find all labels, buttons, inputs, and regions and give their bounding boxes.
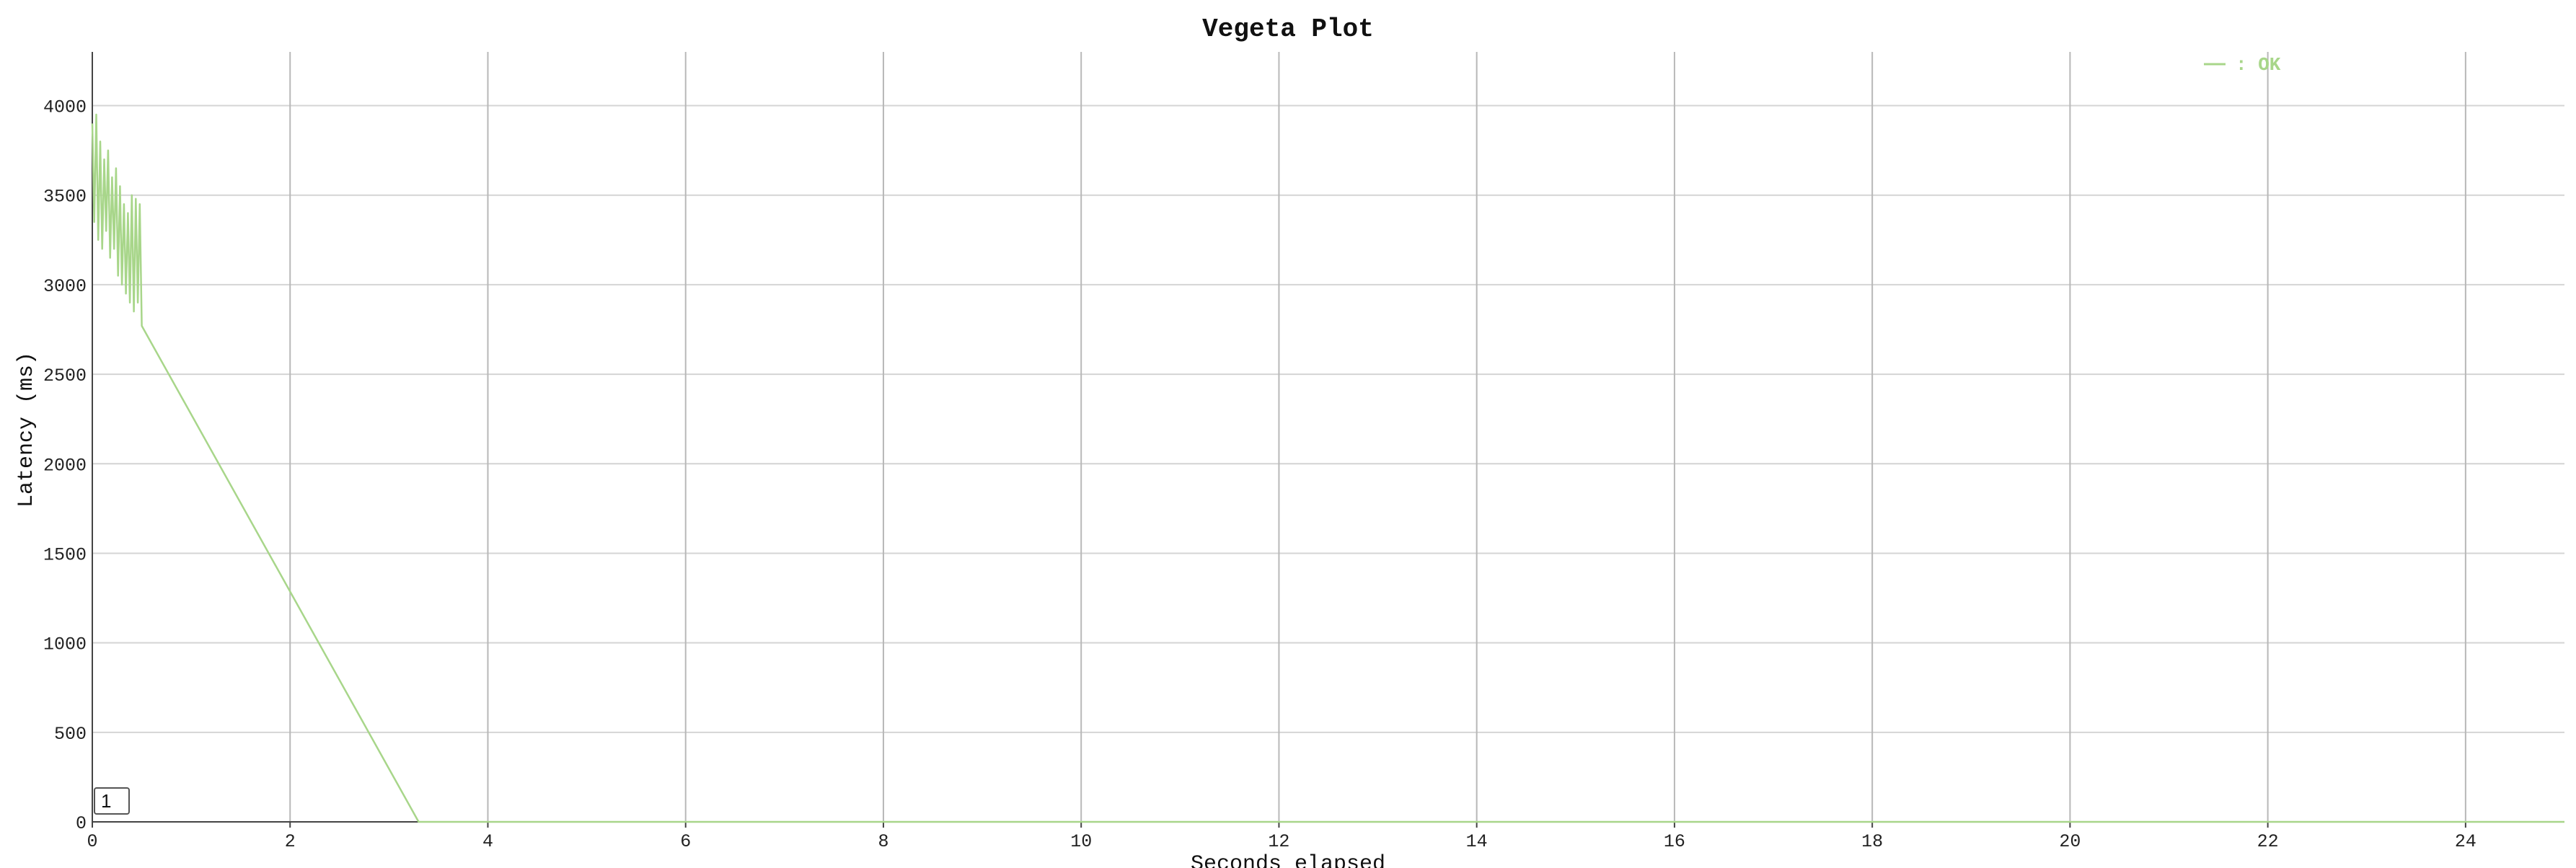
- chart-title: Vegeta Plot: [1202, 14, 1374, 44]
- x-tick-label: 14: [1466, 831, 1488, 852]
- grid: [92, 52, 2564, 822]
- x-axis-label: Seconds elapsed: [1191, 852, 1385, 868]
- x-tick-label: 10: [1070, 831, 1092, 852]
- x-tick-label: 20: [2059, 831, 2081, 852]
- x-tick-label: 16: [1664, 831, 1685, 852]
- series-line-ok: [91, 113, 2564, 823]
- y-tick-label: 1500: [43, 544, 87, 565]
- x-tick-label: 18: [1861, 831, 1883, 852]
- y-tick-label: 0: [76, 813, 87, 834]
- y-tick-label: 1000: [43, 634, 87, 655]
- x-tick-label: 22: [2257, 831, 2279, 852]
- y-axis-label: Latency (ms): [14, 352, 39, 508]
- x-tick-label: 8: [878, 831, 888, 852]
- axes: [92, 52, 2564, 828]
- x-tick-label: 2: [285, 831, 296, 852]
- x-tick-label: 6: [680, 831, 691, 852]
- x-tick-label: 24: [2455, 831, 2476, 852]
- y-tick-label: 3500: [43, 187, 87, 208]
- legend: : OK: [2204, 54, 2281, 76]
- y-tick-label: 2500: [43, 366, 87, 386]
- y-tick-label: 4000: [43, 97, 87, 118]
- y-tick-label: 500: [54, 724, 87, 745]
- x-tick-label: 12: [1268, 831, 1289, 852]
- series-layer: [91, 113, 2564, 823]
- counter-input[interactable]: 1: [94, 787, 130, 815]
- y-tick-label: 3000: [43, 276, 87, 297]
- x-tick-label: 0: [87, 831, 97, 852]
- y-tick-label: 2000: [43, 455, 87, 476]
- legend-label: : OK: [2236, 54, 2281, 76]
- x-tick-label: 4: [482, 831, 493, 852]
